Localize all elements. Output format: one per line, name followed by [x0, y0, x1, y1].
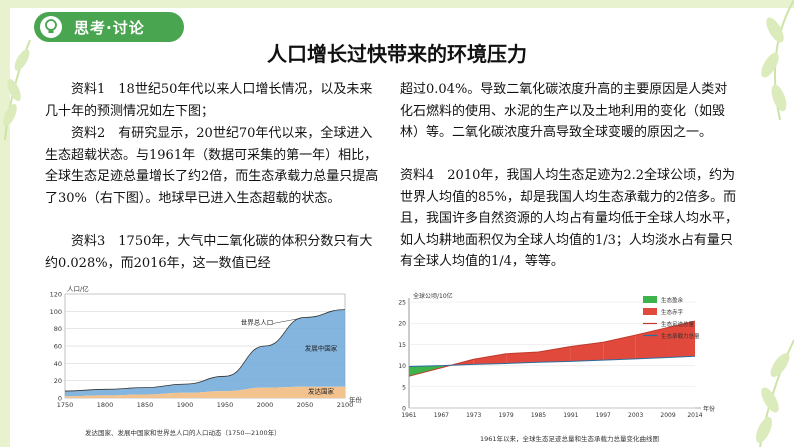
deficit-area [668, 321, 695, 358]
x-tick-label: 1800 [97, 401, 114, 409]
y-tick-label: 10 [398, 363, 406, 370]
leaf-decoration-top-right-icon [761, 0, 794, 120]
legend-label: 生态盈余 [661, 296, 684, 304]
x-tick-label: 1961 [401, 412, 416, 419]
total-population-label: 世界总人口 [241, 317, 274, 326]
x-tick-label: 1985 [531, 412, 546, 419]
footprint-line [408, 320, 696, 377]
population-chart-caption: 发达国家、发展中国家和世界总人口的人口动态（1750—2100年） [85, 429, 281, 437]
y-tick-label: 80 [54, 325, 62, 333]
x-axis-label: 年份 [703, 405, 715, 413]
y-tick-label: 15 [398, 342, 406, 349]
x-tick-label: 1900 [177, 401, 194, 409]
capacity-line [408, 355, 696, 367]
label-leader [272, 318, 302, 324]
badge-label: 思考·讨论 [74, 19, 145, 37]
developed-area [65, 386, 345, 398]
deficit-area [538, 346, 571, 363]
legend-swatch [643, 296, 657, 303]
legend-label: 生态承载力总量 [661, 332, 700, 340]
y-tick-label: 20 [398, 321, 406, 328]
leaf-decoration-top-left-icon [3, 39, 31, 140]
deficit-area [506, 352, 539, 364]
x-tick-label: 2050 [297, 401, 314, 409]
footprint-chart-caption: 1961年以来，全球生态足迹总量和生态承载力总量变化曲线图 [480, 435, 660, 443]
legend-swatch [643, 308, 657, 315]
legend-label: 生态足迹总量 [661, 320, 695, 328]
y-tick-label: 40 [54, 360, 62, 368]
top-decor-bar [0, 0, 794, 8]
deficit-area [603, 335, 636, 361]
footprint-chart: 0 5 10 15 20 25 1961 1967 1973 1979 1985 1991 1997 20… [398, 292, 715, 419]
x-axis-label: 年份 [349, 395, 363, 404]
x-tick-label: 1997 [596, 412, 611, 419]
x-tick-label: 1950 [217, 401, 234, 409]
x-tick-label: 1979 [498, 412, 513, 419]
y-axis-label: 人口/亿 [67, 284, 89, 293]
right-paragraph-2: 资料4 2010年，我国人均生态足迹为2.2全球公顷，约为世界人均值的85%，却… [400, 168, 739, 269]
x-tick-label: 1967 [434, 412, 449, 419]
y-axis-label: 全球公顷/10亿 [413, 292, 453, 300]
x-tick-label: 2003 [628, 412, 643, 419]
y-tick-label: 100 [50, 308, 62, 316]
y-tick-label: 60 [54, 343, 62, 351]
y-tick-label: 0 [402, 406, 406, 413]
right-paragraph-1: 超过0.04%。导致二氧化碳浓度升高的主要原因是人类对化石燃料的使用、水泥的生产… [400, 82, 728, 140]
y-tick-label: 120 [50, 291, 62, 299]
surplus-area [409, 365, 442, 377]
population-chart: 0 20 40 60 80 100 120 1750 1800 1850 1900 1950 2000 2… [50, 284, 363, 409]
left-paragraph-2: 资料2 有研究显示，20世纪70年代以来，全球进入生态超载状态。与1961年（数… [45, 126, 379, 206]
y-tick-label: 0 [58, 395, 62, 403]
x-tick-label: 1991 [563, 412, 578, 419]
developing-series-label: 发展中国家 [305, 343, 338, 352]
developed-series-label: 发达国家 [308, 387, 335, 396]
x-tick-label: 1850 [137, 401, 154, 409]
y-tick-label: 25 [398, 300, 406, 307]
discussion-badge: 思考·讨论 [34, 12, 184, 42]
legend-label: 生态赤字 [661, 308, 684, 316]
x-tick-label: 2000 [257, 401, 274, 409]
y-tick-label: 20 [54, 377, 62, 385]
x-tick-label: 1750 [57, 401, 74, 409]
x-tick-label: 2100 [337, 401, 354, 409]
deficit-area [635, 327, 669, 359]
left-paragraph-3: 资料3 1750年，大气中二氧化碳的体积分数只有大约0.028%，而2016年，… [45, 234, 373, 271]
lightbulb-icon [40, 16, 62, 38]
x-tick-label: 2014 [687, 412, 702, 419]
x-tick-label: 1973 [466, 412, 481, 419]
x-tick-label: 2009 [660, 412, 675, 419]
left-decor-bar [0, 0, 10, 447]
developing-area [65, 309, 345, 397]
y-tick-label: 5 [402, 384, 406, 391]
deficit-area [570, 342, 604, 362]
page-title: 人口增长过快带来的环境压力 [267, 42, 527, 66]
leaf-decoration-bottom-right-icon [755, 339, 794, 447]
deficit-area [473, 353, 507, 365]
left-paragraph-1: 资料1 18世纪50年代以来人口增长情况，以及未来几十年的预测情况如左下图； [45, 82, 373, 119]
